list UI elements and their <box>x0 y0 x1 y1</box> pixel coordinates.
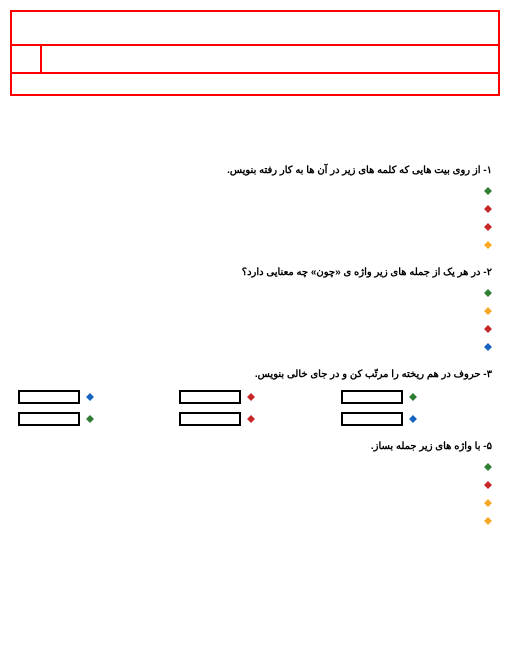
worksheet-header <box>10 10 500 96</box>
diamond-bullet-icon <box>247 415 255 423</box>
q3-row-2 <box>18 412 492 426</box>
q5-item-1 <box>18 460 492 474</box>
diamond-bullet-icon <box>484 481 492 489</box>
diamond-bullet-icon <box>484 463 492 471</box>
q3-item <box>341 412 492 426</box>
q3-item <box>18 390 169 404</box>
q3-row-1 <box>18 390 492 404</box>
diamond-bullet-icon <box>484 307 492 315</box>
header-row-1 <box>12 12 498 46</box>
worksheet-content: ۱- از روی بیت هایی که کلمه های زیر در آن… <box>18 150 492 532</box>
answer-input-box[interactable] <box>341 390 403 404</box>
q1-item-4 <box>18 238 492 252</box>
header-row2-main <box>40 46 498 72</box>
answer-input-box[interactable] <box>179 412 241 426</box>
q2-item-4 <box>18 340 492 354</box>
q2-item-2 <box>18 304 492 318</box>
diamond-bullet-icon <box>484 223 492 231</box>
diamond-bullet-icon <box>484 187 492 195</box>
diamond-bullet-icon <box>409 393 417 401</box>
diamond-bullet-icon <box>484 517 492 525</box>
diamond-bullet-icon <box>484 343 492 351</box>
diamond-bullet-icon <box>484 241 492 249</box>
q1-item-3 <box>18 220 492 234</box>
question-5-title: ۵- با واژه های زیر جمله بساز. <box>18 440 492 454</box>
q5-item-4 <box>18 514 492 528</box>
diamond-bullet-icon <box>484 289 492 297</box>
q5-item-3 <box>18 496 492 510</box>
q3-item <box>341 390 492 404</box>
diamond-bullet-icon <box>484 205 492 213</box>
q2-item-3 <box>18 322 492 336</box>
q2-item-1 <box>18 286 492 300</box>
answer-input-box[interactable] <box>18 412 80 426</box>
diamond-bullet-icon <box>86 393 94 401</box>
diamond-bullet-icon <box>484 325 492 333</box>
header-row2-small <box>12 46 40 72</box>
question-1-title: ۱- از روی بیت هایی که کلمه های زیر در آن… <box>18 164 492 178</box>
q1-item-2 <box>18 202 492 216</box>
header-row-3 <box>12 74 498 94</box>
answer-input-box[interactable] <box>179 390 241 404</box>
header-row-2 <box>12 46 498 74</box>
answer-input-box[interactable] <box>341 412 403 426</box>
q3-item <box>179 412 330 426</box>
diamond-bullet-icon <box>247 393 255 401</box>
diamond-bullet-icon <box>484 499 492 507</box>
answer-input-box[interactable] <box>18 390 80 404</box>
q3-item <box>179 390 330 404</box>
diamond-bullet-icon <box>409 415 417 423</box>
diamond-bullet-icon <box>86 415 94 423</box>
question-3-title: ۳- حروف در هم ریخته را مرتّب کن و در جای… <box>18 368 492 382</box>
q5-item-2 <box>18 478 492 492</box>
q3-item <box>18 412 169 426</box>
question-2-title: ۲- در هر یک از جمله های زیر واژه ی «چون»… <box>18 266 492 280</box>
q1-item-1 <box>18 184 492 198</box>
